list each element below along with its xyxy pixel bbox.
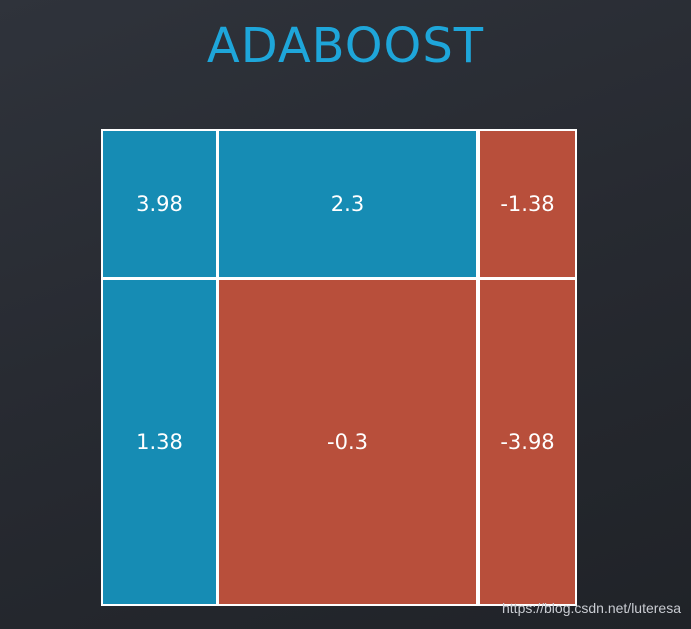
cell: -3.98: [480, 280, 575, 604]
cell: -0.3: [219, 280, 476, 604]
region-grid: 3.98 2.3 -1.38 1.38 -0.3 -3.98: [101, 129, 577, 606]
cell: 2.3: [219, 131, 476, 277]
cell: -1.38: [480, 131, 575, 277]
title: ADABOOST: [206, 18, 485, 74]
watermark: https://blog.csdn.net/luteresa: [502, 600, 681, 616]
cell: 3.98: [103, 131, 216, 277]
cell: 1.38: [103, 280, 216, 604]
